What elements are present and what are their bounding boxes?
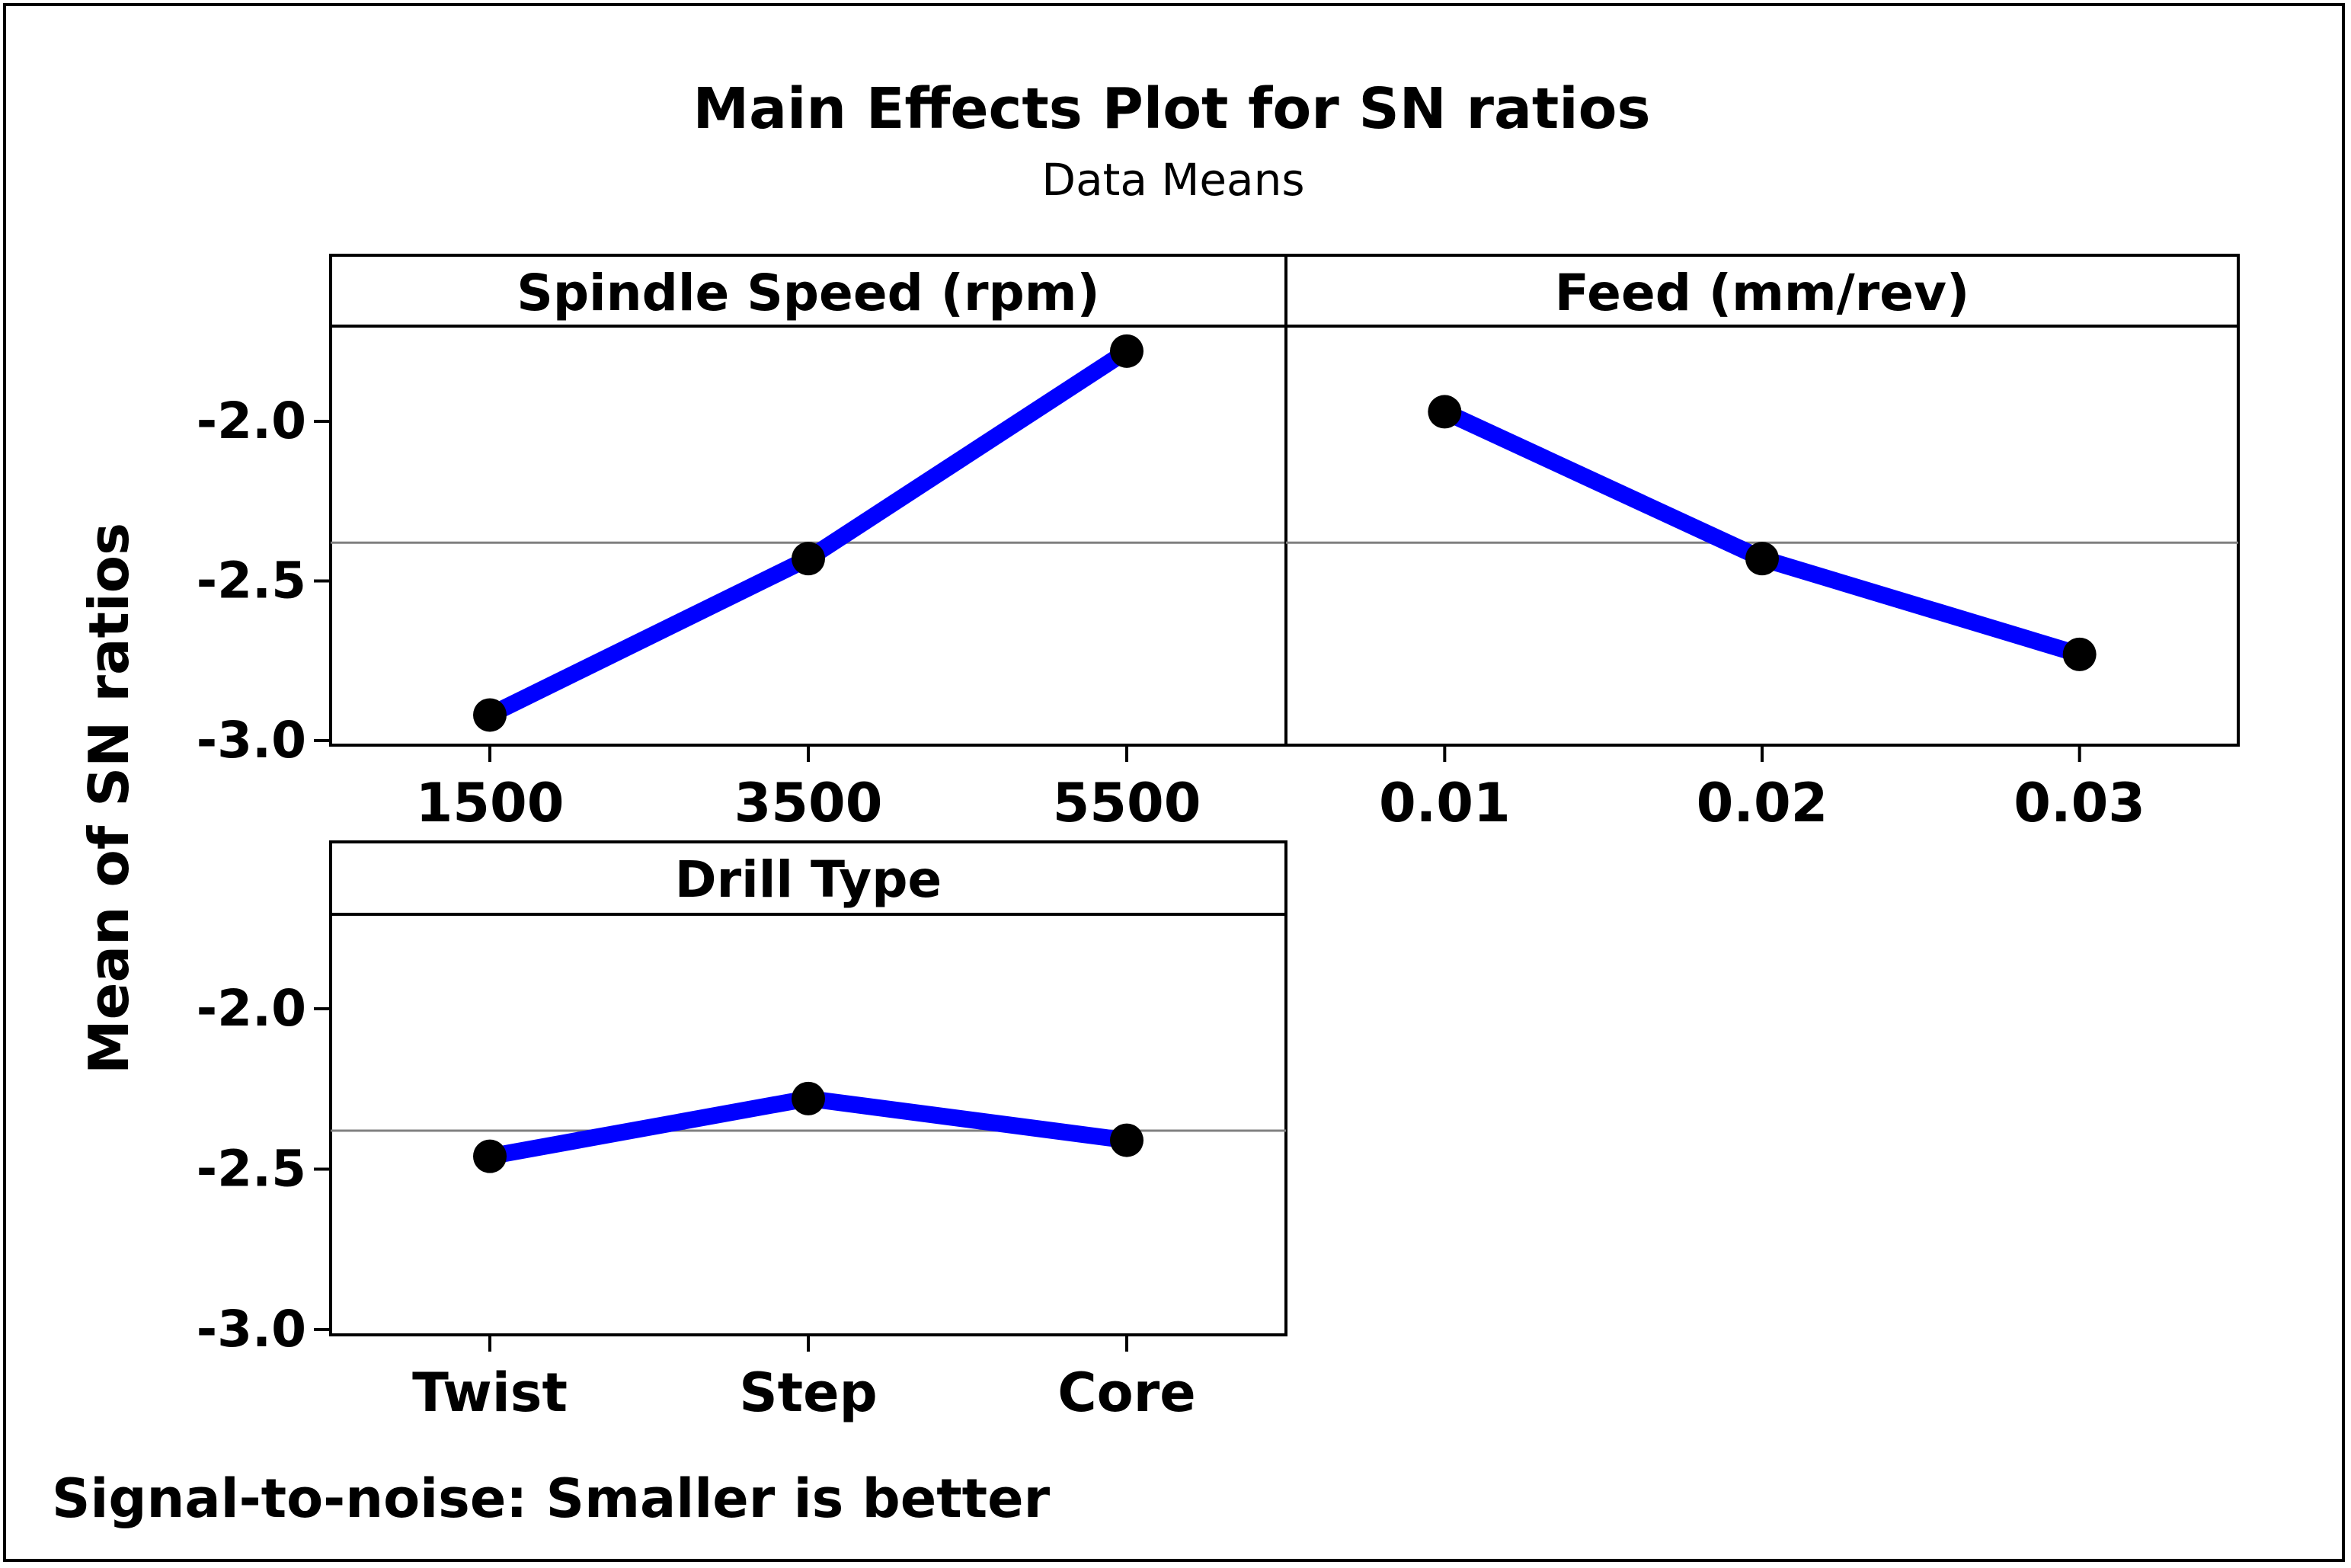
panel-frame — [329, 254, 1287, 747]
panel-title: Spindle Speed (rpm) — [517, 264, 1099, 322]
x-tick-label: 5500 — [1053, 772, 1201, 834]
y-tick-label: -2.5 — [197, 552, 306, 610]
y-tick-label: -2.0 — [197, 979, 306, 1038]
chart-subtitle: Data Means — [1041, 154, 1304, 206]
data-point-5500 — [1110, 334, 1144, 368]
x-tick-label: 3500 — [734, 772, 883, 834]
chart-frame — [3, 3, 2345, 1562]
y-tick-label: -2.0 — [197, 392, 306, 450]
y-tick-label: -2.5 — [197, 1140, 306, 1198]
data-point-0-03 — [2062, 637, 2097, 671]
y-tick-label: -3.0 — [197, 1300, 306, 1358]
series-line — [481, 342, 1135, 724]
x-tick-label: 0.01 — [1379, 772, 1511, 834]
y-axis-label: Mean of SN ratios — [77, 523, 141, 1074]
footnote: Signal-to-noise: Smaller is better — [52, 1467, 1051, 1530]
panel-2: Feed (mm/rev) 0.01 0.02 0.03 — [1284, 254, 2240, 834]
x-tick-label: 0.03 — [2014, 772, 2145, 834]
panel-title: Feed (mm/rev) — [1555, 264, 1969, 322]
data-point-0-02 — [1745, 542, 1779, 576]
x-tick-label: Step — [739, 1362, 877, 1424]
data-point-0-01 — [1428, 395, 1462, 429]
panel-3: Drill Type -2.0 -2.5 -3.0 Twist Step Core — [197, 840, 1287, 1424]
y-tick-label: -3.0 — [197, 711, 306, 770]
data-point-3500 — [792, 542, 825, 576]
x-tick-label: Core — [1057, 1362, 1195, 1424]
panel-1: Spindle Speed (rpm) -2.0 -2.5 -3.0 1500 3500 5… — [197, 254, 1287, 834]
chart-title: Main Effects Plot for SN ratios — [693, 76, 1650, 142]
panel-frame — [1284, 254, 2240, 747]
panel-title: Drill Type — [675, 850, 942, 909]
data-point-1500 — [473, 698, 507, 732]
data-point-twist — [473, 1139, 507, 1173]
series-line — [1436, 403, 2088, 663]
data-point-core — [1110, 1123, 1144, 1157]
x-tick-label: 0.02 — [1697, 772, 1828, 834]
data-point-step — [792, 1081, 825, 1115]
x-tick-label: Twist — [412, 1362, 568, 1424]
x-tick-label: 1500 — [416, 772, 565, 834]
